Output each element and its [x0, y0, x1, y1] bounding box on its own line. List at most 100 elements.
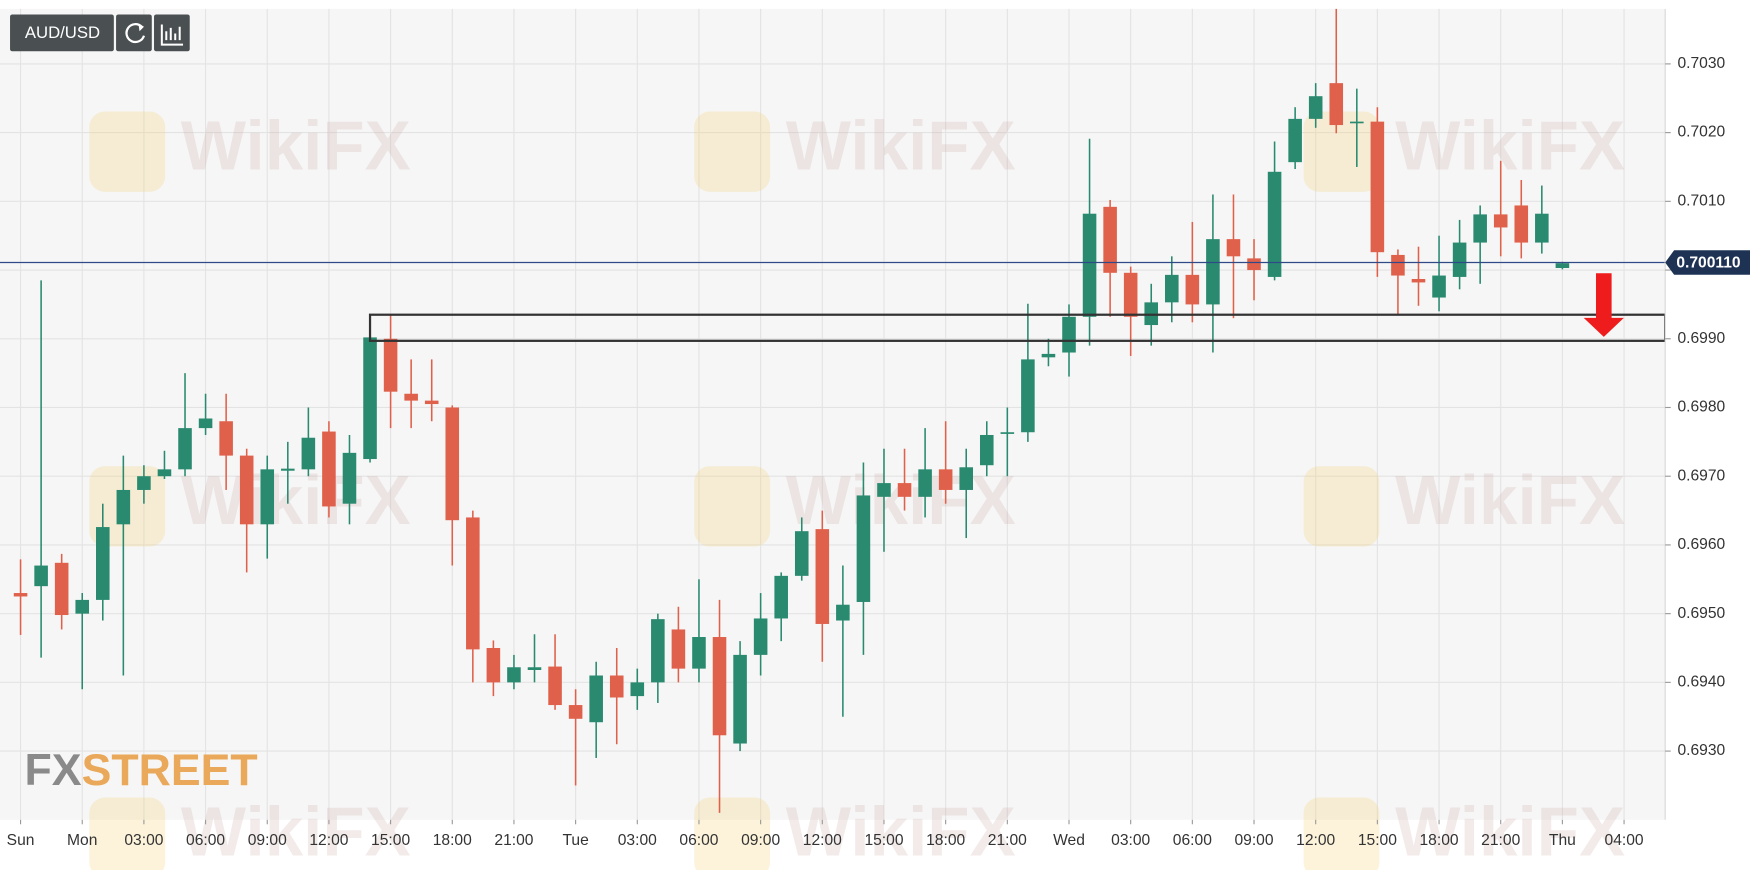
candle-body — [815, 529, 830, 624]
x-tick-label: 04:00 — [1605, 832, 1644, 849]
candle-body — [609, 675, 624, 698]
x-tick-label: 18:00 — [433, 832, 472, 849]
axes: 0.6930 0.6940 0.6950 0.6960 0.6970 0.6980 0.69… — [7, 0, 1750, 870]
x-tick-label: 06:00 — [186, 832, 225, 849]
refresh-button[interactable] — [116, 14, 152, 52]
refresh-icon-head — [138, 23, 144, 32]
x-tick-label: 09:00 — [741, 832, 780, 849]
candle-body — [1103, 206, 1117, 273]
candle-body — [1473, 214, 1487, 243]
candle-body — [1123, 272, 1138, 317]
candle-body — [178, 428, 192, 470]
y-tick-label: 0.7020 — [1677, 124, 1725, 141]
x-tick-label: 03:00 — [618, 832, 657, 849]
y-tick-label: 0.6970 — [1677, 467, 1725, 484]
candle-body — [322, 431, 336, 507]
candle-body — [918, 469, 932, 497]
candle-body — [96, 527, 110, 600]
candle-body — [54, 562, 69, 616]
candle-body — [445, 407, 460, 521]
candle-body — [301, 437, 316, 470]
candle-body — [1370, 121, 1385, 253]
candle-body — [794, 531, 809, 576]
watermark-text: WikiFX — [1395, 107, 1625, 185]
candle-body — [959, 467, 973, 490]
candle-body — [486, 648, 501, 683]
candle-body — [363, 337, 377, 460]
candle-body — [1206, 239, 1220, 305]
logo-fx: FX — [25, 746, 82, 795]
watermark: WikiFX — [1303, 793, 1625, 870]
candle-body — [1411, 278, 1426, 283]
x-tick-label: 15:00 — [371, 832, 410, 849]
chart-type-icon — [160, 24, 184, 46]
watermark-text: WikiFX — [181, 793, 411, 870]
x-tick-label: Mon — [67, 832, 97, 849]
watermark-text: WikiFX — [786, 793, 1016, 870]
candle-body — [1555, 263, 1570, 268]
candle-body — [404, 393, 418, 401]
candle-body — [1493, 214, 1508, 228]
last-price-label: 0.700110 — [1676, 255, 1741, 272]
watermark-text: WikiFX — [786, 107, 1016, 185]
candle-body — [1185, 274, 1200, 305]
candles — [13, 8, 1570, 813]
chart-type-button[interactable] — [154, 14, 190, 52]
y-tick-label: 0.6960 — [1677, 536, 1725, 553]
candle-body — [1165, 274, 1179, 303]
candle-body — [1514, 205, 1529, 243]
candle-body — [1041, 353, 1056, 358]
x-tick-label: 18:00 — [1420, 832, 1459, 849]
x-tick-label: Wed — [1053, 832, 1085, 849]
x-tick-label: Tue — [562, 832, 588, 849]
candle-body — [75, 599, 90, 614]
candle-body — [198, 418, 213, 429]
candle-body — [466, 517, 480, 650]
x-tick-label: 18:00 — [926, 832, 965, 849]
watermark: WikiFX — [694, 107, 1016, 192]
symbol-label: AUD/USD — [25, 23, 100, 42]
y-tick-label: 0.6990 — [1677, 330, 1725, 347]
candle-body — [13, 593, 28, 597]
candle-body — [774, 575, 788, 619]
x-tick-label: 06:00 — [1173, 832, 1212, 849]
candle-body — [1082, 213, 1097, 317]
candle-body — [753, 618, 768, 655]
watermark: WikiFX — [89, 793, 411, 870]
candle-body — [1452, 242, 1467, 277]
x-tick-label: 12:00 — [309, 832, 348, 849]
candle-body — [979, 434, 994, 466]
x-tick-label: 15:00 — [1358, 832, 1397, 849]
candle-body — [1267, 171, 1282, 277]
watermark: WikiFX — [1303, 461, 1625, 547]
candle-body — [1000, 432, 1015, 434]
candle-body — [651, 619, 665, 683]
candle-body — [548, 666, 562, 706]
x-tick-label: 12:00 — [803, 832, 842, 849]
watermark-text: WikiFX — [181, 107, 411, 185]
candle-body — [219, 421, 233, 456]
watermark-text: WikiFX — [1395, 461, 1625, 539]
candle-body — [1226, 239, 1241, 257]
x-tick-label: 06:00 — [679, 832, 718, 849]
plot-background — [0, 8, 1666, 820]
watermark-text: WikiFX — [181, 461, 411, 539]
watermark-text: WikiFX — [786, 461, 1016, 539]
watermark: WikiFX — [89, 107, 411, 192]
x-tick-label: 12:00 — [1296, 832, 1335, 849]
y-tick-label: 0.7030 — [1677, 55, 1725, 72]
x-tick-label: 09:00 — [248, 832, 287, 849]
candle-body — [630, 682, 645, 697]
candle-body — [1350, 121, 1364, 124]
candle-body — [897, 483, 912, 497]
candle-body — [424, 400, 439, 405]
candle-body — [260, 469, 275, 525]
symbol-button[interactable] — [10, 14, 114, 52]
watermark-text: WikiFX — [1395, 793, 1625, 870]
candle-body — [1308, 96, 1323, 119]
x-tick-label: 03:00 — [1111, 832, 1150, 849]
candle-body — [137, 476, 151, 490]
candle-body — [342, 452, 357, 504]
y-axis-background — [1665, 0, 1750, 870]
